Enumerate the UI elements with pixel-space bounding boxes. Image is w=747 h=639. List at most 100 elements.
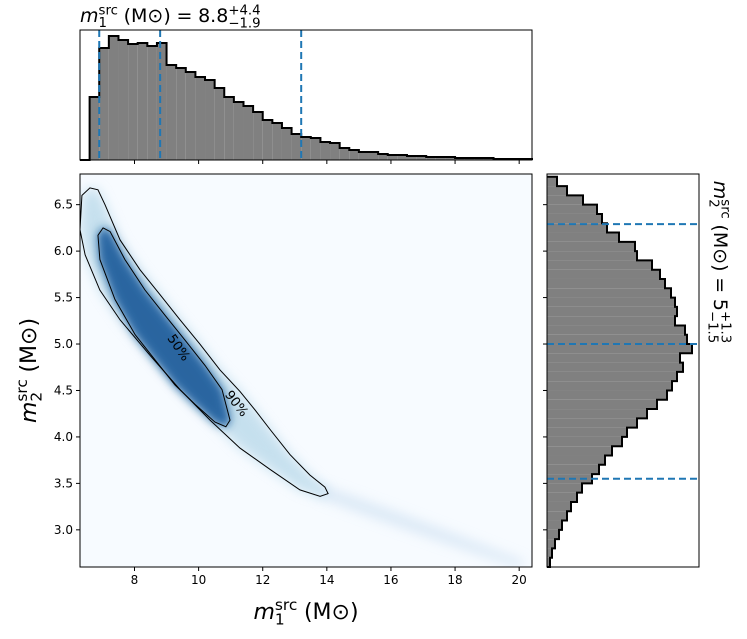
hist-bar bbox=[547, 186, 567, 196]
contour-line bbox=[80, 187, 329, 497]
hist-bar bbox=[99, 48, 109, 160]
hist-bar bbox=[320, 142, 331, 160]
hist-bar bbox=[378, 154, 388, 160]
hist-bar bbox=[310, 138, 321, 160]
hist-bar bbox=[547, 306, 677, 317]
upper: +4.4 bbox=[228, 3, 260, 18]
value: 5 bbox=[709, 299, 731, 311]
hist-bar bbox=[176, 68, 186, 160]
contour-line bbox=[97, 227, 231, 428]
relation: = bbox=[709, 277, 731, 293]
x-tick-label: 14 bbox=[319, 573, 334, 587]
hist-bar bbox=[547, 251, 637, 261]
hist-bar bbox=[406, 156, 417, 160]
hist-bar bbox=[368, 152, 379, 160]
density-tail bbox=[318, 485, 525, 567]
hist-bar bbox=[137, 43, 148, 160]
hist-bar bbox=[281, 128, 292, 160]
hist-bar bbox=[547, 353, 680, 363]
hist-bar bbox=[547, 344, 692, 354]
sub: 2 bbox=[705, 199, 720, 207]
hist-bar bbox=[291, 134, 302, 160]
top-title: m1src (M⊙) = 8.8+4.4 −1.9 bbox=[80, 3, 261, 31]
right-frame bbox=[546, 173, 700, 568]
hist-bar bbox=[547, 334, 687, 345]
hist-outline bbox=[80, 35, 533, 161]
sub: 1 bbox=[99, 16, 107, 31]
value: 8.8 bbox=[198, 5, 228, 27]
hist-bar bbox=[547, 409, 647, 419]
hist-bar bbox=[547, 269, 660, 279]
hist-bar bbox=[156, 43, 167, 160]
hist-bar bbox=[547, 260, 652, 270]
hist-bar bbox=[233, 102, 244, 160]
hist-bar bbox=[397, 155, 407, 160]
x-tick-label: 12 bbox=[255, 573, 270, 587]
hist-bar bbox=[547, 390, 667, 400]
y-tick-label: 5.0 bbox=[54, 337, 73, 351]
hist-bar bbox=[547, 511, 567, 521]
hist-bar bbox=[108, 36, 119, 160]
density-core bbox=[97, 227, 231, 427]
plot-layer: 90%50%8 10 12 14 16 18 203.03.54.04.55.05.56.0… bbox=[13, 3, 732, 628]
symbol: m bbox=[709, 181, 731, 200]
density-region bbox=[80, 187, 329, 497]
hist-bar bbox=[547, 418, 637, 428]
hist-bar bbox=[445, 157, 456, 160]
unit: (M⊙) bbox=[124, 5, 171, 27]
hist-bar bbox=[547, 288, 671, 298]
hist-bar bbox=[547, 520, 562, 530]
symbol: m bbox=[17, 402, 42, 423]
main-background bbox=[80, 174, 532, 567]
hist-bar bbox=[547, 464, 599, 475]
y-tick-label: 4.5 bbox=[54, 383, 73, 397]
hist-bar bbox=[547, 446, 612, 456]
hist-bar bbox=[547, 176, 557, 187]
hist-bar bbox=[426, 157, 436, 160]
unit: (M⊙) bbox=[17, 318, 42, 373]
hist-bar bbox=[547, 455, 605, 465]
hist-bar bbox=[547, 371, 677, 382]
hist-bar bbox=[195, 77, 206, 160]
y-tick-label: 5.5 bbox=[54, 291, 73, 305]
main-frame bbox=[79, 173, 533, 568]
hist-bar bbox=[272, 123, 282, 160]
hist-bar bbox=[416, 156, 427, 160]
hist-bar bbox=[547, 399, 657, 410]
hist-bar bbox=[349, 150, 359, 160]
hist-bar bbox=[89, 97, 100, 160]
sub: 2 bbox=[28, 392, 46, 402]
y-tick-label: 3.0 bbox=[54, 523, 73, 537]
sub: 1 bbox=[275, 611, 285, 629]
hist-bar bbox=[185, 72, 196, 160]
hist-bar bbox=[214, 88, 225, 160]
x-tick-label: 10 bbox=[191, 573, 206, 587]
y-tick-label: 3.5 bbox=[54, 476, 73, 490]
right-title: m2src (M⊙) = 5+1.3−1.5 bbox=[704, 181, 732, 343]
hist-bar bbox=[547, 362, 683, 372]
hist-bar bbox=[547, 539, 555, 549]
upper: +1.3 bbox=[718, 311, 733, 343]
hist-bar bbox=[547, 223, 607, 233]
hist-bar bbox=[547, 316, 675, 326]
hist-bar bbox=[262, 120, 273, 160]
hist-bar bbox=[547, 325, 685, 335]
sup: src bbox=[99, 3, 118, 18]
hist-bar bbox=[547, 548, 552, 558]
relation: = bbox=[176, 5, 192, 27]
x-axis-label: m1src (M⊙) bbox=[253, 596, 358, 628]
y-tick-label: 6.0 bbox=[54, 244, 73, 258]
unit: (M⊙) bbox=[304, 600, 359, 625]
y-tick-label: 4.0 bbox=[54, 430, 73, 444]
sup: src bbox=[275, 596, 297, 614]
hist-bar bbox=[118, 40, 129, 160]
sup: src bbox=[13, 379, 31, 401]
hist-bar bbox=[547, 529, 559, 540]
hist-bar bbox=[547, 381, 672, 391]
lower: −1.9 bbox=[228, 17, 260, 32]
hist-bar bbox=[435, 157, 446, 160]
hist-bar bbox=[224, 97, 234, 160]
symbol: m bbox=[80, 5, 99, 27]
x-tick-label: 18 bbox=[447, 573, 462, 587]
